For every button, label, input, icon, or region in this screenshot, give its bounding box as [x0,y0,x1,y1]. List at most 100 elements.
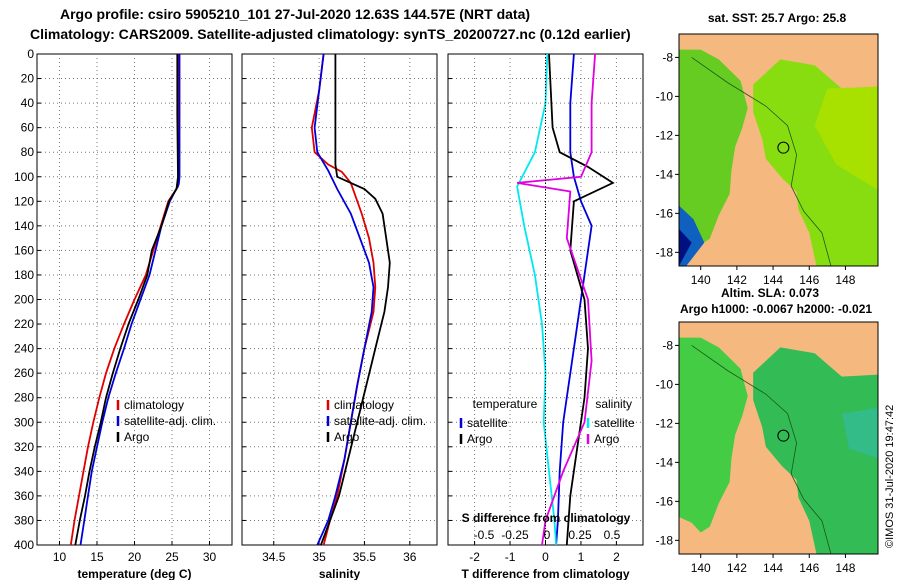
map-y-tick-label: -18 [656,245,674,259]
x-tick-label: 35.5 [353,550,377,564]
map-sea-gulf [679,337,748,533]
legend-label: climatology [334,398,394,412]
map-x-tick-label: 140 [691,273,711,287]
map-x-tick-label: 144 [763,273,783,287]
series-line-satellite-adj-clim- [79,54,181,546]
legend-label: Argo [594,432,620,446]
legend-label: satellite-adj. clim. [124,414,216,428]
y-tick-label: 240 [14,342,34,356]
map-y-tick-label: -8 [662,338,673,352]
legend-label: satellite-adj. clim. [334,414,426,428]
y-tick-label: 140 [14,219,34,233]
argo-float-marker [777,141,790,154]
y-tick-label: 360 [14,489,34,503]
y-tick-label: 340 [14,464,34,478]
x-tick-label: 1 [578,550,585,564]
sla-map-subtitle: Argo h1000: -0.0067 h2000: -0.021 [680,302,872,316]
y-tick-label: 180 [14,268,34,282]
legend-title-salinity: salinity [595,397,632,411]
map-y-tick-label: -16 [656,206,674,220]
y-tick-label: 20 [21,72,35,86]
x-axis-label: T difference from climatology [461,567,629,580]
map-y-tick-label: -16 [656,494,674,508]
x-tick-label: 36 [403,550,417,564]
series-line-s-argo [516,53,596,546]
map-x-tick-label: 144 [763,561,783,575]
y-tick-label: 0 [27,47,34,61]
x-tick-label: 0 [542,550,549,564]
map-contour [691,345,832,555]
map-sea-coral [753,347,878,554]
x-tick-label: 35 [312,550,326,564]
map-y-tick-label: -10 [656,89,674,103]
series-line-argo [320,54,391,546]
legend-label: satellite [467,416,508,430]
x-tick-label: 34.5 [262,550,286,564]
map-y-tick-label: -18 [656,533,674,547]
y-tick-label: 100 [14,170,34,184]
series-line-t-satellite [555,53,593,546]
y-tick-label: 320 [14,440,34,454]
legend-label: Argo [334,430,360,444]
series-line-argo [74,54,179,546]
legend-title-temperature: temperature [473,397,538,411]
series-line-s-satellite [516,53,557,546]
x-axis-label: temperature (deg C) [77,567,191,580]
y-tick-label: 220 [14,317,34,331]
legend-label: climatology [124,398,184,412]
y-tick-label: 60 [21,121,35,135]
sla-map-title: Altim. SLA: 0.073 [721,286,819,300]
y-tick-label: 400 [14,538,34,552]
map-x-tick-label: 140 [691,561,711,575]
sst-map-title: sat. SST: 25.7 Argo: 25.8 [708,11,847,25]
map-y-tick-label: -12 [656,128,674,142]
top-x-tick-label: 0.5 [604,528,621,542]
map-y-tick-label: -8 [662,50,673,64]
legend-label: Argo [124,430,150,444]
map-y-tick-label: -12 [656,416,674,430]
map-frame [678,33,879,267]
x-tick-label: 30 [203,550,217,564]
top-x-axis-label: S difference from climatology [462,511,631,525]
map-contour [691,57,832,267]
series-line-satellite-adj-clim- [313,53,375,546]
chart-title-line2: Climatology: CARS2009. Satellite-adjuste… [30,26,631,42]
y-tick-label: 260 [14,366,34,380]
map-y-tick-label: -10 [656,377,674,391]
y-tick-label: 120 [14,194,34,208]
plot-frame [241,53,438,546]
top-x-tick-label: -0.25 [501,528,529,542]
y-tick-label: 200 [14,293,34,307]
map-x-tick-label: 142 [727,273,747,287]
x-axis-label: salinity [319,567,361,580]
y-tick-label: 300 [14,415,34,429]
map-x-tick-label: 146 [799,273,819,287]
x-tick-label: 10 [53,550,67,564]
x-tick-label: 2 [613,550,620,564]
map-cold-core [679,228,692,266]
legend-label: Argo [467,432,493,446]
top-x-tick-label: 0 [544,528,551,542]
map-warm-patch [814,86,878,190]
x-tick-label: 20 [128,550,142,564]
map-frame [678,321,879,555]
sst-map-group [678,33,879,267]
sla-map-group [678,321,879,555]
map-sea-gulf [679,49,748,245]
y-tick-label: 380 [14,513,34,527]
y-tick-label: 280 [14,391,34,405]
map-x-tick-label: 148 [835,273,855,287]
x-tick-label: 15 [90,550,104,564]
map-y-tick-label: -14 [656,167,674,181]
x-tick-label: -2 [469,550,480,564]
y-tick-label: 160 [14,243,34,257]
map-y-tick-label: -14 [656,455,674,469]
x-tick-label: -1 [505,550,516,564]
top-x-tick-label: -0.5 [474,528,495,542]
y-tick-label: 80 [21,145,35,159]
x-tick-label: 25 [165,550,179,564]
map-sla-patch [841,407,878,459]
map-x-tick-label: 148 [835,561,855,575]
legend-label: satellite [594,416,635,430]
chart-title-line1: Argo profile: csiro 5905210_101 27-Jul-2… [60,6,531,22]
